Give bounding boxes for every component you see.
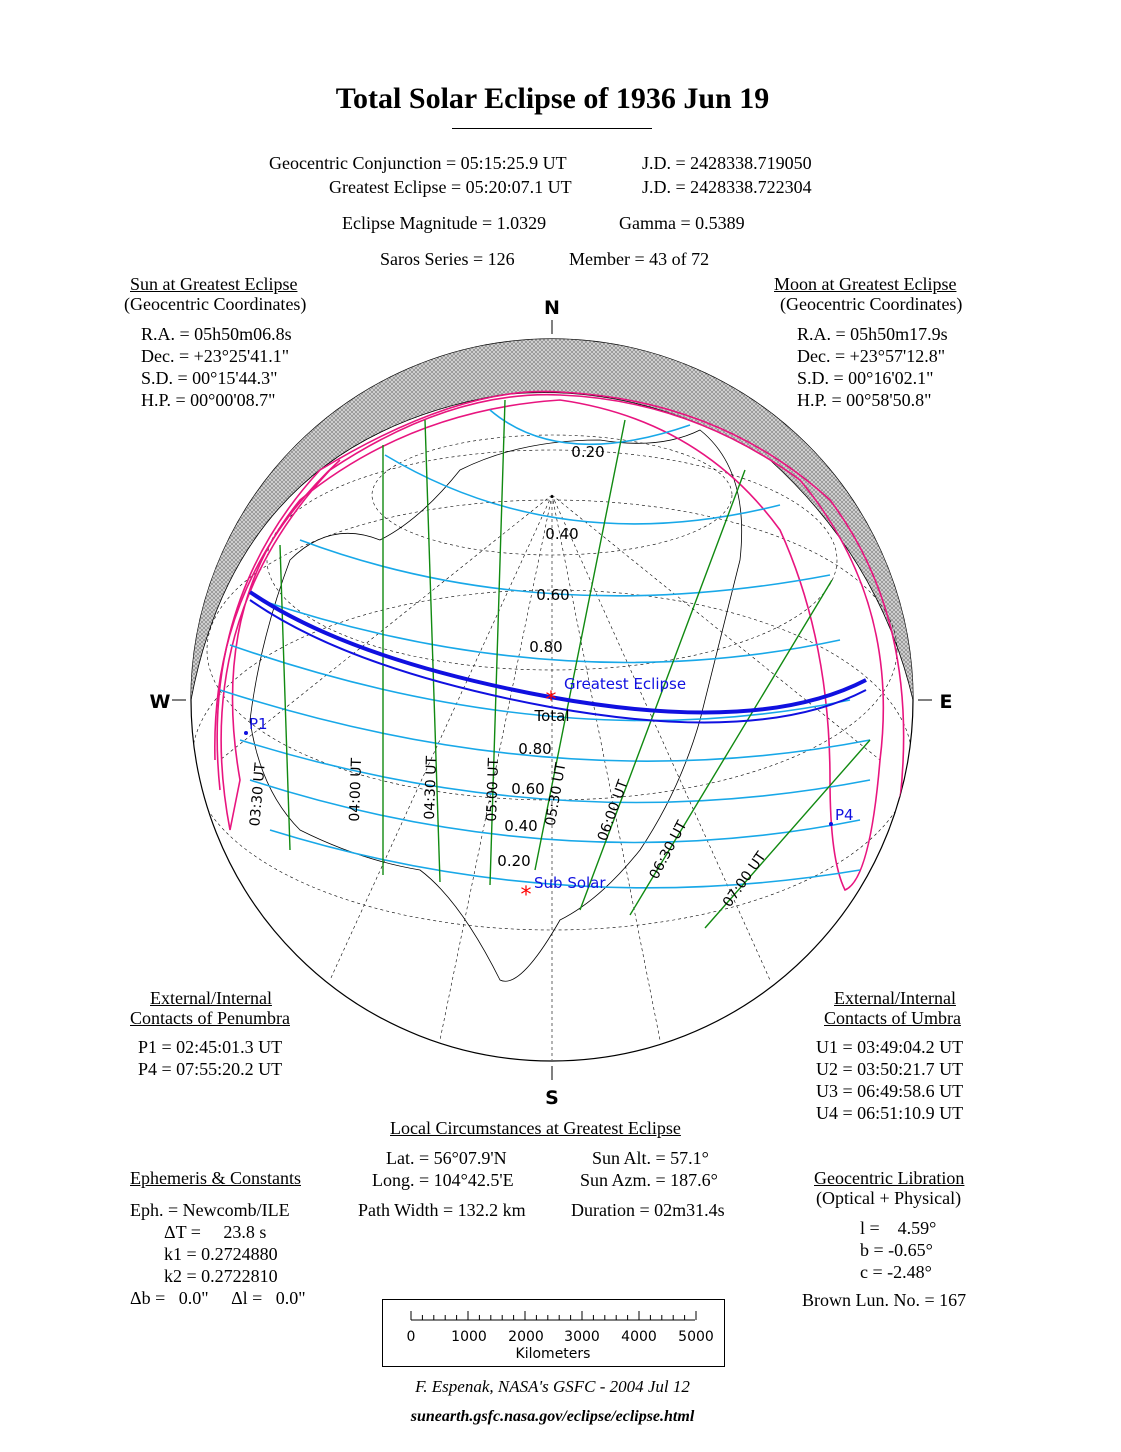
penumbra-heading-1: External/Internal xyxy=(150,988,272,1008)
u2-contact: U2 = 03:50:21.7 UT xyxy=(816,1059,964,1079)
conjunction-jd: J.D. = 2428338.719050 xyxy=(642,153,812,173)
mag-label: 0.80 xyxy=(529,638,562,656)
penumbra-heading-2: Contacts of Penumbra xyxy=(130,1008,290,1028)
p1-contact: P1 = 02:45:01.3 UT xyxy=(138,1037,283,1057)
local-heading: Local Circumstances at Greatest Eclipse xyxy=(390,1118,681,1138)
scale-tick-label: 0 xyxy=(407,1329,416,1345)
total-label: Total xyxy=(533,707,569,725)
star-icon: * xyxy=(546,688,557,713)
greatest-time: Greatest Eclipse = 05:20:07.1 UT xyxy=(329,177,572,197)
scale-tick-label: 1000 xyxy=(451,1329,487,1345)
sun-dec: Dec. = +23°25'41.1" xyxy=(141,346,290,366)
u3-contact: U3 = 06:49:58.6 UT xyxy=(816,1081,964,1101)
umbra-heading-1: External/Internal xyxy=(834,988,956,1008)
greatest-eclipse-label: Greatest Eclipse xyxy=(564,675,686,693)
delta-b-l: Δb = 0.0" Δl = 0.0" xyxy=(130,1288,306,1308)
u1-contact: U1 = 03:49:04.2 UT xyxy=(816,1037,964,1057)
path-width: Path Width = 132.2 km xyxy=(358,1200,526,1220)
libration-heading: Geocentric Libration xyxy=(814,1168,965,1188)
page-title: Total Solar Eclipse of 1936 Jun 19 xyxy=(335,82,770,115)
south-label: S xyxy=(545,1087,559,1109)
mag-label: 0.20 xyxy=(571,443,604,461)
source-url[interactable]: sunearth.gsfc.nasa.gov/eclipse/eclipse.h… xyxy=(410,1408,695,1425)
k1: k1 = 0.2724880 xyxy=(164,1244,278,1264)
coastline xyxy=(249,429,743,982)
p1-label: P1 xyxy=(249,715,268,733)
mag-label: 0.80 xyxy=(518,740,551,758)
duration: Duration = 02m31.4s xyxy=(571,1200,725,1220)
moon-heading: Moon at Greatest Eclipse xyxy=(774,274,957,294)
credit: F. Espenak, NASA's GSFC - 2004 Jul 12 xyxy=(415,1377,690,1396)
sun-hp: H.P. = 00°00'08.7" xyxy=(141,390,276,410)
time-label: 04:00 UT xyxy=(347,757,365,822)
time-lines xyxy=(279,399,871,929)
mag-label: 0.40 xyxy=(504,817,537,835)
scale-tick-label: 3000 xyxy=(564,1329,600,1345)
libration-l: l = 4.59° xyxy=(860,1218,937,1238)
sun-ra: R.A. = 05h50m06.8s xyxy=(141,324,292,344)
compass: N S W E xyxy=(150,297,953,1109)
sun-subheading: (Geocentric Coordinates) xyxy=(124,294,307,314)
eclipse-magnitude: Eclipse Magnitude = 1.0329 xyxy=(342,213,547,233)
saros-member: Member = 43 of 72 xyxy=(569,249,710,269)
greatest-jd: J.D. = 2428338.722304 xyxy=(642,177,812,197)
moon-hp: H.P. = 00°58'50.8" xyxy=(797,390,932,410)
saros-series: Saros Series = 126 xyxy=(380,249,515,269)
mag-label: 0.20 xyxy=(497,852,530,870)
moon-sd: S.D. = 00°16'02.1" xyxy=(797,368,934,388)
moon-subheading: (Geocentric Coordinates) xyxy=(780,294,963,314)
mag-label: 0.60 xyxy=(536,586,569,604)
brown-lunation: Brown Lun. No. = 167 xyxy=(802,1290,967,1310)
sun-altitude: Sun Alt. = 57.1° xyxy=(592,1148,709,1168)
scale-unit: Kilometers xyxy=(516,1346,591,1362)
title-divider xyxy=(452,128,652,129)
libration-b: b = -0.65° xyxy=(860,1240,933,1260)
moon-ra: R.A. = 05h50m17.9s xyxy=(797,324,948,344)
star-icon: * xyxy=(521,883,532,908)
ephemeris: Eph. = Newcomb/ILE xyxy=(130,1200,290,1220)
p4-contact: P4 = 07:55:20.2 UT xyxy=(138,1059,283,1079)
conjunction-time: Geocentric Conjunction = 05:15:25.9 UT xyxy=(269,153,567,173)
north-label: N xyxy=(544,297,560,319)
local-lat: Lat. = 56°07.9'N xyxy=(386,1148,507,1168)
mag-label: 0.60 xyxy=(511,780,544,798)
terminator-line xyxy=(191,392,913,701)
mag-label: 0.40 xyxy=(545,525,578,543)
delta-t: ΔT = 23.8 s xyxy=(164,1222,267,1242)
scale-tick-label: 4000 xyxy=(621,1329,657,1345)
local-long: Long. = 104°42.5'E xyxy=(372,1170,514,1190)
moon-dec: Dec. = +23°57'12.8" xyxy=(797,346,946,366)
umbra-heading-2: Contacts of Umbra xyxy=(824,1008,961,1028)
sub-solar-label: Sub Solar xyxy=(534,874,606,892)
p1-point xyxy=(244,731,248,735)
west-label: W xyxy=(150,691,171,713)
sun-heading: Sun at Greatest Eclipse xyxy=(130,274,298,294)
magnitude-curves xyxy=(219,409,871,889)
magnitude-labels: 0.20 0.40 0.60 0.80 0.80 0.60 0.40 0.20 xyxy=(497,443,604,870)
scale-tick-label: 2000 xyxy=(508,1329,544,1345)
time-label: 05:00 UT xyxy=(484,757,502,822)
libration-c: c = -2.48° xyxy=(860,1262,932,1282)
u4-contact: U4 = 06:51:10.9 UT xyxy=(816,1103,964,1123)
scale-tick-label: 5000 xyxy=(678,1329,714,1345)
totality-path xyxy=(248,590,867,724)
gamma: Gamma = 0.5389 xyxy=(619,213,745,233)
sun-sd: S.D. = 00°15'44.3" xyxy=(141,368,278,388)
sun-azimuth: Sun Azm. = 187.6° xyxy=(580,1170,718,1190)
sub-solar-marker: * Sub Solar xyxy=(521,874,607,908)
ephemeris-heading: Ephemeris & Constants xyxy=(130,1168,301,1188)
k2: k2 = 0.2722810 xyxy=(164,1266,278,1286)
east-label: E xyxy=(940,691,953,713)
p4-label: P4 xyxy=(835,806,854,824)
p4-point xyxy=(829,822,833,826)
night-region xyxy=(191,339,913,700)
scale-bar: 0 1000 2000 3000 4000 5000 Kilometers xyxy=(382,1299,725,1367)
time-label: 03:30 UT xyxy=(247,762,269,827)
time-label: 04:30 UT xyxy=(422,755,440,820)
libration-subheading: (Optical + Physical) xyxy=(816,1188,962,1208)
greatest-eclipse-marker: * Greatest Eclipse Total xyxy=(533,675,686,725)
